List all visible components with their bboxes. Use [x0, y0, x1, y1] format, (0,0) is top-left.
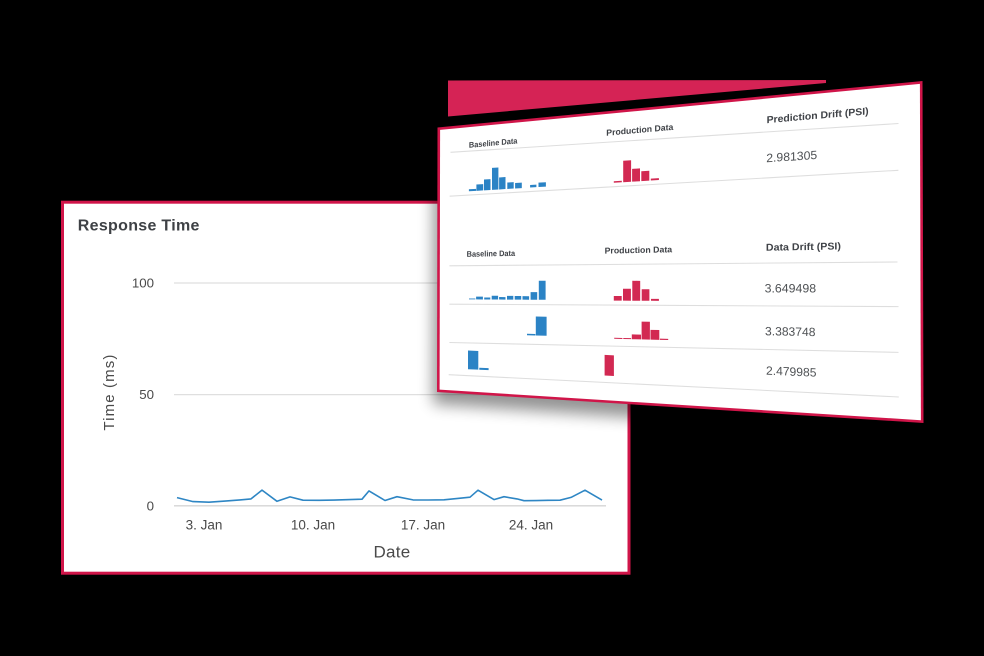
svg-text:2.479985: 2.479985	[766, 364, 817, 380]
svg-text:Response Time: Response Time	[78, 218, 200, 235]
svg-text:Data Drift (PSI): Data Drift (PSI)	[766, 241, 841, 253]
svg-text:17. Jan: 17. Jan	[401, 518, 445, 533]
svg-text:100: 100	[132, 276, 154, 291]
svg-text:Production Data: Production Data	[605, 244, 673, 255]
svg-text:50: 50	[139, 387, 154, 402]
svg-text:Date: Date	[373, 543, 410, 562]
svg-text:Time (ms): Time (ms)	[101, 355, 118, 431]
svg-text:3.383748: 3.383748	[765, 324, 816, 339]
svg-text:3.649498: 3.649498	[765, 282, 817, 296]
svg-text:Baseline Data: Baseline Data	[469, 136, 518, 149]
svg-text:10. Jan: 10. Jan	[291, 518, 335, 533]
svg-text:2.981305: 2.981305	[766, 148, 817, 165]
svg-text:3. Jan: 3. Jan	[186, 518, 223, 533]
svg-text:0: 0	[147, 498, 154, 513]
svg-text:24. Jan: 24. Jan	[509, 518, 553, 533]
svg-text:Baseline Data: Baseline Data	[467, 249, 516, 259]
